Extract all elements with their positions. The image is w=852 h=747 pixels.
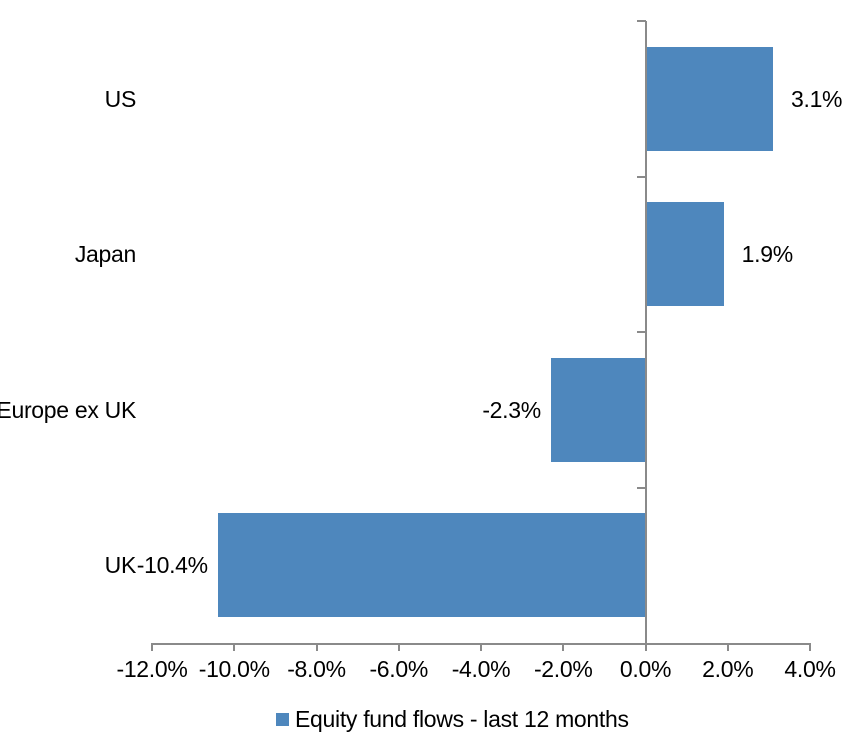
x-tick-label--2-0-: -2.0% [533, 656, 593, 682]
x-axis-tick [726, 643, 729, 651]
category-tick [636, 175, 646, 178]
x-axis-tick [480, 643, 482, 651]
x-axis-tick [562, 643, 565, 651]
x-tick-label-4-0-: 4.0% [784, 656, 836, 682]
x-axis-tick [233, 643, 236, 651]
x-tick-label-2-0-: 2.0% [702, 656, 754, 682]
zero-axis-line [644, 21, 647, 645]
x-axis-tick [151, 643, 153, 651]
bar-europe-ex-uk [550, 357, 646, 462]
legend-swatch-icon [276, 712, 289, 726]
category-tick [636, 20, 646, 22]
category-label-us: US [104, 85, 137, 112]
x-axis-tick [809, 643, 811, 651]
category-tick [636, 486, 646, 489]
x-tick-label-0-0-: 0.0% [619, 656, 672, 682]
x-tick-label--10-0-: -10.0% [198, 656, 270, 682]
x-tick-label--6-0-: -6.0% [369, 656, 429, 682]
value-label-uk: -10.4% [136, 552, 208, 579]
bar-japan [645, 202, 724, 307]
value-label-europe-ex-uk: -2.3% [482, 396, 541, 423]
legend: Equity fund flows - last 12 months [276, 706, 629, 732]
x-tick-label--12-0-: -12.0% [116, 656, 188, 682]
legend-label: Equity fund flows - last 12 months [295, 706, 629, 732]
x-axis-tick [397, 643, 400, 651]
category-label-uk: UK [104, 552, 137, 579]
x-axis-tick [315, 643, 318, 651]
category-label-europe-ex-uk: Europe ex UK [0, 396, 136, 423]
x-axis-tick [644, 643, 647, 651]
bar-us [645, 46, 773, 151]
x-tick-label--8-0-: -8.0% [287, 656, 346, 682]
value-label-japan: 1.9% [741, 241, 794, 268]
x-tick-label--4-0-: -4.0% [451, 656, 511, 682]
bar-uk [217, 513, 646, 618]
category-label-japan: Japan [74, 241, 136, 268]
value-label-us: 3.1% [790, 85, 843, 112]
category-tick [636, 331, 646, 333]
